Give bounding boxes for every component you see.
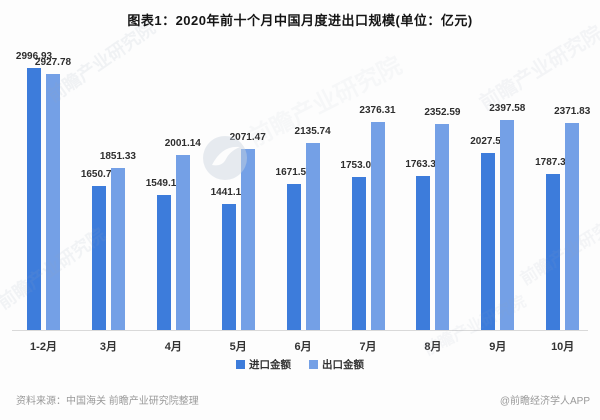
bar-export-8月 [435,124,450,330]
bar-value-label: 2996.93 [15,51,53,62]
bar-value-label: 2027.59 [470,135,507,147]
legend-label: 进口金额 [249,359,291,371]
legend-label: 出口金额 [322,359,364,371]
legend-item-import: 进口金额 [236,357,291,372]
legend-item-export: 出口金额 [309,357,364,372]
bar-value-label: 1753.02 [340,159,377,171]
x-axis-label-5月: 5月 [229,341,247,353]
bar-value-label: 1787.39 [535,156,572,168]
chart-title: 图表1：2020年前十个月中国月度进出口规模(单位：亿元) [127,13,473,28]
bar-import-1-2月 [27,68,41,330]
bar-import-6月 [286,183,301,330]
bar-export-3月 [110,168,125,330]
bar-value-label: 1671.53 [275,166,312,178]
legend-swatch-icon [236,360,245,369]
x-axis-label-1-2月: 1-2月 [30,341,57,353]
bar-export-10月 [565,122,580,330]
bar-value-label: 1549.12 [145,177,182,189]
bar-value-label: 2135.74 [294,126,331,138]
bar-value-label: 2352.59 [424,107,461,119]
bar-import-10月 [546,173,561,330]
bar-value-label: 1650.74 [80,168,117,180]
bar-import-8月 [416,175,431,330]
x-axis-label-3月: 3月 [99,341,117,353]
bar-export-5月 [240,148,255,330]
bar-export-1-2月 [46,74,60,330]
x-axis-label-6月: 6月 [294,341,312,353]
bar-import-9月 [481,152,496,330]
bar-value-label: 1441.15 [210,187,247,198]
brand-credit: @前瞻经济学人APP [499,396,590,407]
bar-export-9月 [500,120,515,330]
bar-import-7月 [351,176,366,330]
bar-value-label: 2001.14 [164,138,201,150]
x-axis-label-8月: 8月 [424,341,442,353]
source-note: 资料来源：中国海关 前瞻产业研究院整理 [16,396,199,407]
bar-value-label: 1763.34 [405,158,442,170]
bar-export-6月 [305,143,320,330]
x-axis-line [12,330,588,331]
bar-import-4月 [156,194,171,330]
bar-value-label: 2371.83 [554,105,591,117]
x-axis-label-10月: 10月 [551,341,575,353]
bar-import-5月 [221,204,236,330]
bar-export-4月 [175,155,190,330]
x-axis-label-9月: 9月 [489,341,507,353]
bar-value-label: 2376.31 [359,105,396,117]
bar-value-label: 2927.78 [34,57,72,69]
bar-value-label: 1851.33 [99,151,136,163]
legend-swatch-icon [309,360,318,369]
bar-import-3月 [91,185,106,330]
legend: 进口金额 出口金额 [0,357,600,372]
bar-value-label: 2397.58 [489,103,526,115]
bar-value-label: 2071.47 [229,131,266,143]
x-axis-label-4月: 4月 [164,341,182,353]
x-axis-label-7月: 7月 [359,341,377,353]
footer: 资料来源：中国海关 前瞻产业研究院整理 @前瞻经济学人APP [16,392,590,407]
bar-export-7月 [370,122,385,330]
